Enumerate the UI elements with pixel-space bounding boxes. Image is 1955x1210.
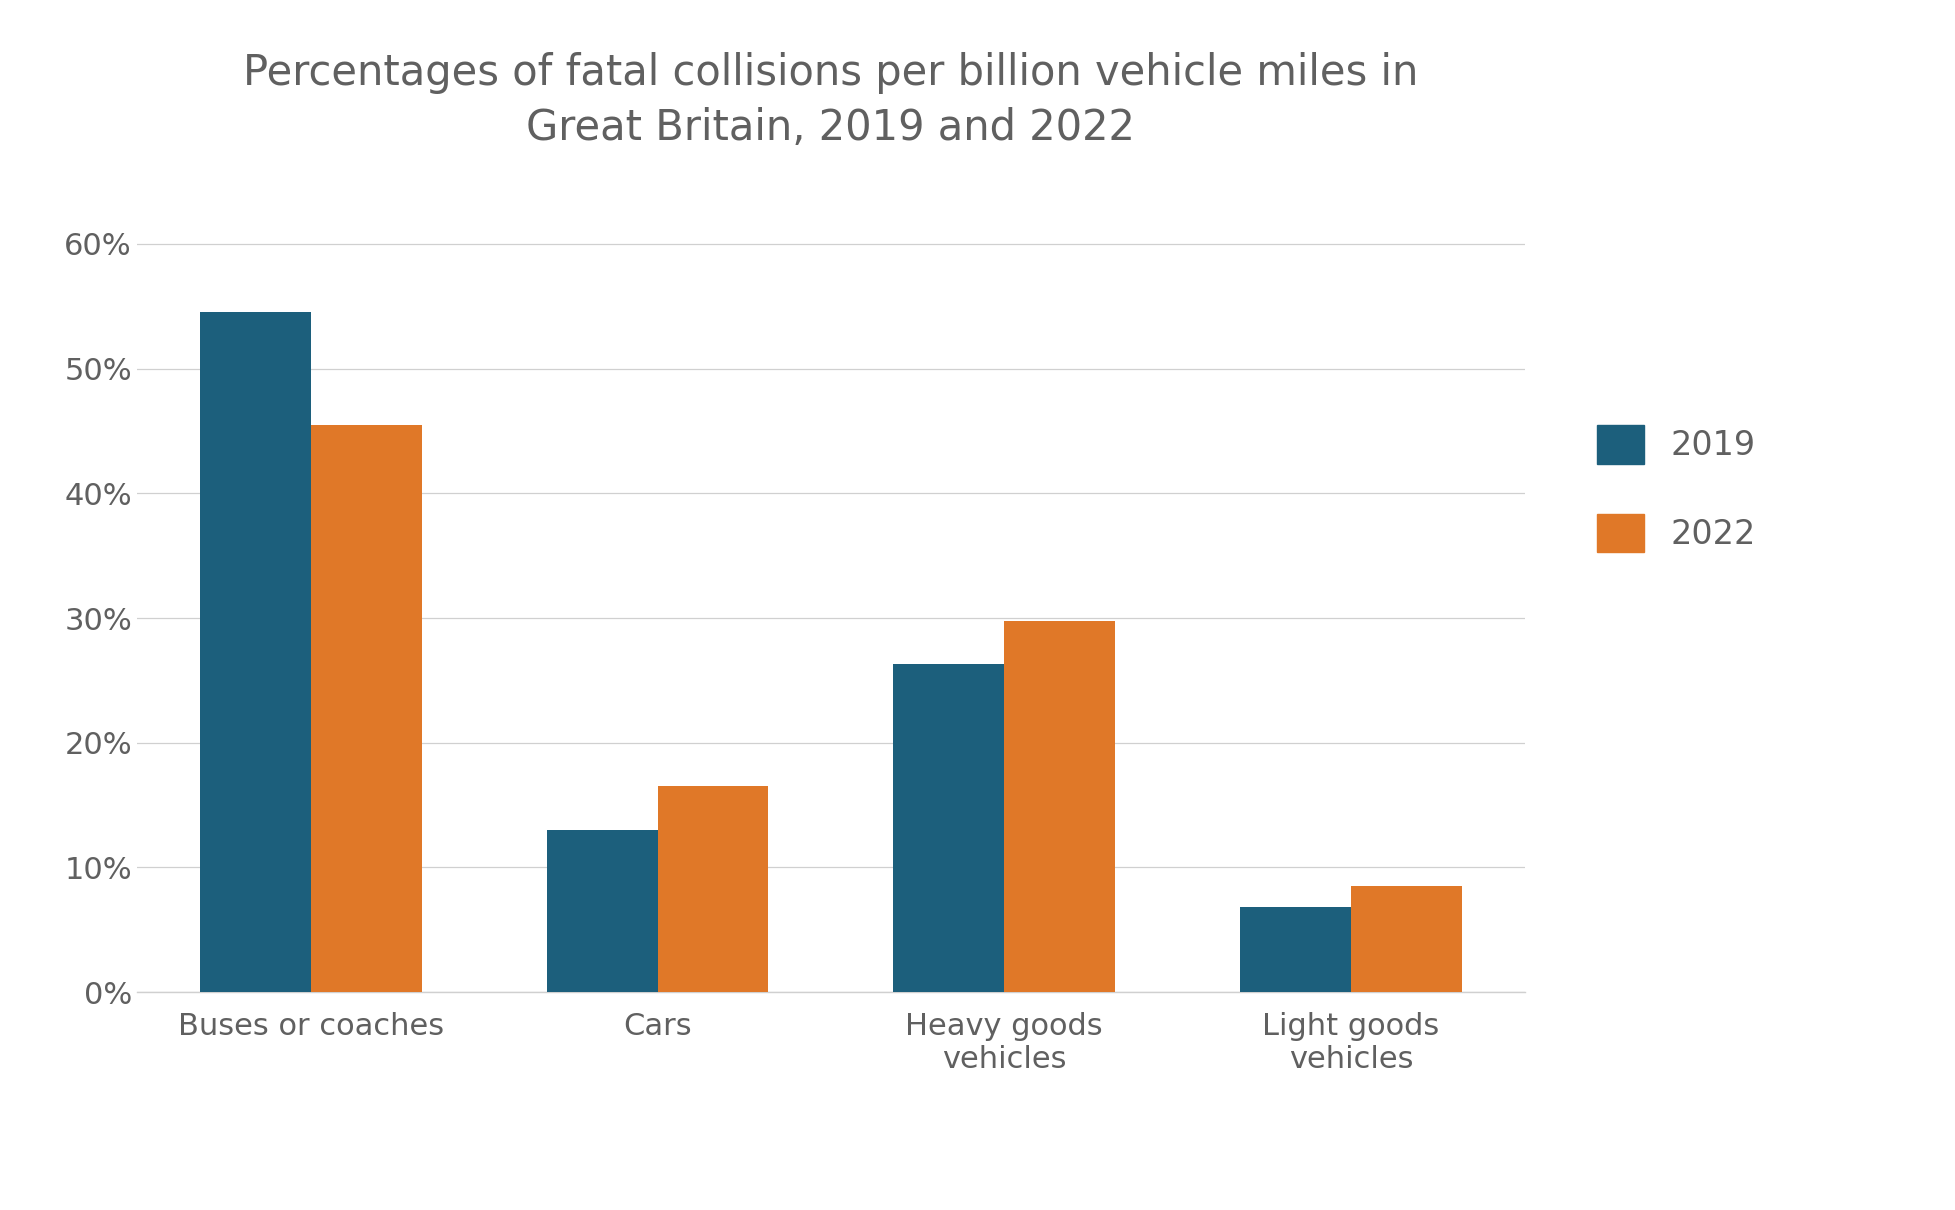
- Title: Percentages of fatal collisions per billion vehicle miles in
Great Britain, 2019: Percentages of fatal collisions per bill…: [242, 52, 1419, 149]
- Bar: [893, 664, 1005, 992]
- Bar: [657, 786, 768, 992]
- Bar: [1005, 621, 1114, 992]
- Legend: 2019, 2022: 2019, 2022: [1597, 425, 1756, 552]
- Bar: [1239, 908, 1351, 992]
- Bar: [1351, 886, 1462, 992]
- Bar: [311, 425, 422, 992]
- Bar: [547, 830, 657, 992]
- Bar: [199, 312, 311, 992]
